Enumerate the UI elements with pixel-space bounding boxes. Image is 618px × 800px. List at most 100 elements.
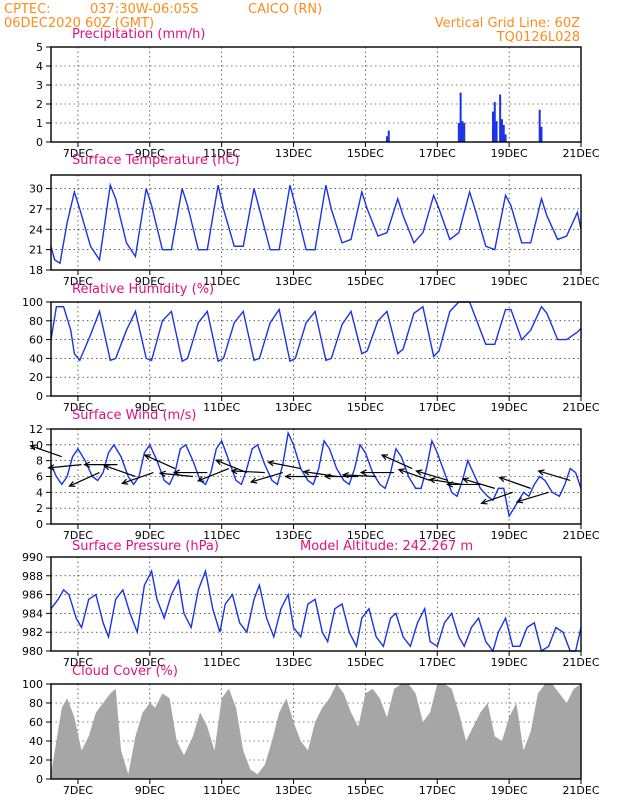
wind-arrow-head (461, 477, 470, 484)
y-tick-label: 0 (36, 773, 43, 786)
x-tick-label: 7DEC (63, 275, 93, 288)
wind-arrow (143, 454, 176, 470)
panel-frame (50, 556, 582, 652)
x-tick-label: 13DEC (275, 529, 312, 542)
wind-arrow-shaft (215, 459, 248, 474)
wind-arrow-shaft (250, 471, 283, 483)
x-tick-label: 13DEC (275, 401, 312, 414)
wind-arrow-head (480, 498, 488, 505)
temp-line (50, 182, 582, 265)
y-tick-label: 1 (36, 117, 43, 130)
wind-arrow (446, 481, 481, 488)
wind-arrow-shaft (30, 445, 62, 458)
x-tick-label: 15DEC (347, 147, 384, 160)
y-tick-label: 21 (29, 244, 43, 257)
wind-arrow (515, 491, 549, 504)
wind-arrow (397, 468, 431, 482)
wind-arrow-head (214, 459, 223, 466)
y-tick-label: 990 (22, 551, 43, 564)
header-source: CPTEC: (4, 2, 51, 17)
panel-subtitle: Model Altitude: 242.267 m (300, 539, 473, 554)
y-tick-label: 100 (22, 678, 43, 691)
x-tick-label: 11DEC (203, 147, 240, 160)
y-tick-label: 12 (29, 423, 43, 436)
wind-arrow-head (428, 477, 436, 484)
x-tick-label: 19DEC (491, 147, 528, 160)
precip-bar (504, 134, 507, 142)
wind-arrow (47, 464, 82, 471)
precip-bar (499, 94, 502, 142)
precip-bar (495, 121, 498, 142)
wind-arrow-head (196, 476, 205, 482)
x-tick-label: 9DEC (135, 147, 165, 160)
x-tick-label: 19DEC (491, 275, 528, 288)
y-tick-label: 5 (36, 41, 43, 54)
x-tick-label: 15DEC (347, 529, 384, 542)
x-tick-label: 13DEC (275, 275, 312, 288)
precip-bar (500, 119, 503, 142)
wind-arrow-shaft (231, 470, 265, 474)
wind-arrow-head (498, 476, 506, 483)
wind-arrow-head (284, 473, 292, 480)
precip-bar (493, 102, 496, 142)
panel-frame (50, 301, 582, 397)
y-tick-label: 60 (29, 716, 43, 729)
wind-arrow-shaft (104, 465, 136, 478)
wind-arrow (172, 469, 208, 476)
wind-arrow-shaft (160, 472, 193, 478)
wind-arrow-shaft (462, 478, 495, 489)
precip-bar (461, 121, 464, 142)
wind-arrow-head (415, 469, 423, 476)
header-init-date: 06DEC2020 60Z (GMT) (4, 16, 154, 31)
y-tick-label: 988 (22, 570, 43, 583)
y-tick-label: 20 (29, 754, 43, 767)
wind-arrow (359, 469, 395, 476)
x-tick-label: 11DEC (203, 529, 240, 542)
y-tick-label: 60 (29, 334, 43, 347)
wind-arrow-head (47, 464, 55, 471)
header-grid-note: Vertical Grid Line: 60Z (435, 16, 580, 31)
x-tick-label: 9DEC (135, 275, 165, 288)
x-tick-label: 21DEC (562, 656, 599, 669)
precip-bar (463, 123, 466, 142)
x-tick-label: 19DEC (491, 656, 528, 669)
x-tick-label: 21DEC (562, 784, 599, 797)
precip-bar (491, 111, 494, 142)
wind-arrow-head (323, 473, 331, 480)
x-tick-label: 17DEC (419, 275, 456, 288)
panel-title: Relative Humidity (%) (72, 282, 214, 297)
wind-arrow-shaft (499, 476, 531, 489)
wind-arrow (302, 469, 337, 478)
x-tick-label: 15DEC (347, 401, 384, 414)
y-tick-label: 2 (36, 98, 43, 111)
panel-precip: Precipitation (mm/h) 0 1 2 3 4 5 7DEC 9DEC 11DEC 1… (36, 27, 600, 160)
cloud-cover-area (51, 684, 581, 779)
y-tick-label: 2 (36, 502, 43, 515)
x-tick-label: 11DEC (203, 656, 240, 669)
panel-title: Surface Temperature (nC) (72, 153, 240, 168)
x-tick-label: 7DEC (63, 401, 93, 414)
wind-arrow (537, 469, 571, 482)
x-tick-label: 21DEC (562, 401, 599, 414)
x-tick-label: 11DEC (203, 275, 240, 288)
panel-frame (50, 683, 582, 780)
x-tick-label: 7DEC (63, 784, 93, 797)
y-tick-label: 80 (29, 315, 43, 328)
x-tick-label: 17DEC (419, 401, 456, 414)
x-tick-label: 9DEC (135, 401, 165, 414)
wind-arrow (158, 470, 193, 478)
x-tick-label: 7DEC (63, 529, 93, 542)
wind-arrow (341, 471, 377, 479)
header-model: TQ0126L028 (496, 30, 580, 45)
wind-arrow-shaft (538, 470, 571, 482)
panel-title: Surface Pressure (hPa) (72, 539, 219, 554)
x-tick-label: 13DEC (275, 784, 312, 797)
wind-arrow-head (302, 469, 310, 476)
x-tick-label: 17DEC (419, 784, 456, 797)
y-tick-label: 0 (36, 390, 43, 403)
x-tick-label: 7DEC (63, 656, 93, 669)
wind-arrow-shaft (516, 491, 549, 503)
panel-rh: Relative Humidity (%) 0 20 40 60 80 100 7DEC 9DE… (22, 282, 600, 414)
